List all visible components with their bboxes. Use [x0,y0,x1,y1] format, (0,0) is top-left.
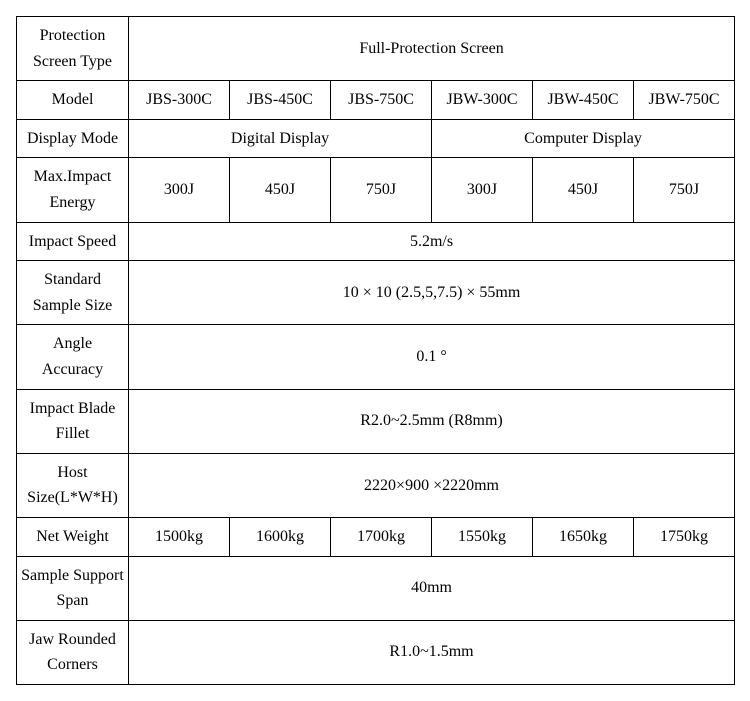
row-impact-blade-fillet: Impact Blade Fillet R2.0~2.5mm (R8mm) [17,389,735,453]
val-mie-4: 450J [533,158,634,222]
val-mie-1: 450J [230,158,331,222]
val-nw-5: 1750kg [634,517,735,556]
hdr-angle-accuracy: Angle Accuracy [17,325,129,389]
row-display-mode: Display Mode Digital Display Computer Di… [17,119,735,158]
spec-table: Protection Screen Type Full-Protection S… [16,16,735,685]
val-nw-1: 1600kg [230,517,331,556]
hdr-sample-support-span: Sample Support Span [17,556,129,620]
row-jaw-rounded-corners: Jaw Rounded Corners R1.0~1.5mm [17,620,735,684]
val-nw-0: 1500kg [129,517,230,556]
val-model-2: JBS-750C [331,81,432,120]
val-standard-sample-size: 10 × 10 (2.5,5,7.5) × 55mm [129,261,735,325]
val-nw-3: 1550kg [432,517,533,556]
hdr-standard-sample-size: Standard Sample Size [17,261,129,325]
hdr-jaw-rounded-corners: Jaw Rounded Corners [17,620,129,684]
hdr-impact-speed: Impact Speed [17,222,129,261]
val-model-5: JBW-750C [634,81,735,120]
val-mie-2: 750J [331,158,432,222]
hdr-protection-screen-type: Protection Screen Type [17,17,129,81]
hdr-display-mode: Display Mode [17,119,129,158]
hdr-model: Model [17,81,129,120]
val-model-4: JBW-450C [533,81,634,120]
val-model-1: JBS-450C [230,81,331,120]
row-net-weight: Net Weight 1500kg 1600kg 1700kg 1550kg 1… [17,517,735,556]
val-nw-2: 1700kg [331,517,432,556]
val-impact-speed: 5.2m/s [129,222,735,261]
row-standard-sample-size: Standard Sample Size 10 × 10 (2.5,5,7.5)… [17,261,735,325]
hdr-host-size: Host Size(L*W*H) [17,453,129,517]
hdr-net-weight: Net Weight [17,517,129,556]
val-jaw-rounded-corners: R1.0~1.5mm [129,620,735,684]
val-model-3: JBW-300C [432,81,533,120]
val-protection-screen-type: Full-Protection Screen [129,17,735,81]
hdr-max-impact-energy: Max.Impact Energy [17,158,129,222]
row-protection-screen-type: Protection Screen Type Full-Protection S… [17,17,735,81]
val-model-0: JBS-300C [129,81,230,120]
val-nw-4: 1650kg [533,517,634,556]
val-sample-support-span: 40mm [129,556,735,620]
val-mie-0: 300J [129,158,230,222]
hdr-impact-blade-fillet: Impact Blade Fillet [17,389,129,453]
val-mie-5: 750J [634,158,735,222]
val-display-mode-1: Computer Display [432,119,735,158]
val-display-mode-0: Digital Display [129,119,432,158]
row-model: Model JBS-300C JBS-450C JBS-750C JBW-300… [17,81,735,120]
val-impact-blade-fillet: R2.0~2.5mm (R8mm) [129,389,735,453]
val-host-size: 2220×900 ×2220mm [129,453,735,517]
val-mie-3: 300J [432,158,533,222]
row-max-impact-energy: Max.Impact Energy 300J 450J 750J 300J 45… [17,158,735,222]
row-impact-speed: Impact Speed 5.2m/s [17,222,735,261]
row-angle-accuracy: Angle Accuracy 0.1 ° [17,325,735,389]
val-angle-accuracy: 0.1 ° [129,325,735,389]
row-host-size: Host Size(L*W*H) 2220×900 ×2220mm [17,453,735,517]
row-sample-support-span: Sample Support Span 40mm [17,556,735,620]
